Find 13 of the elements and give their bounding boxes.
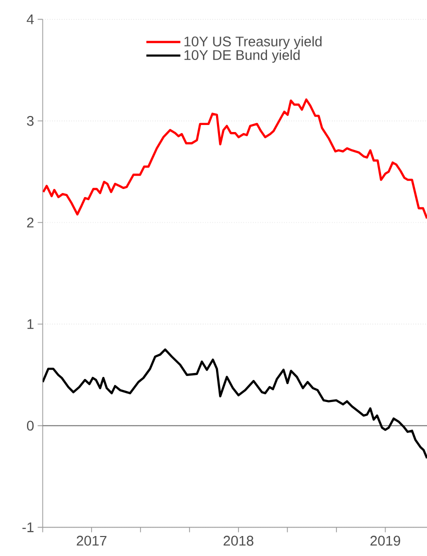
x-tick-label: 2019: [370, 536, 400, 546]
y-tick-label: -1: [22, 522, 34, 532]
y-tick-label: 1: [27, 319, 34, 329]
y-tick-label: 3: [26, 116, 34, 126]
line-series: [42, 348, 427, 460]
legend-label: 10Y DE Bund yield: [184, 50, 300, 63]
x-tick-label: 2018: [224, 536, 254, 546]
legend-label: 10Y US Treasury yield: [184, 36, 322, 50]
y-tick-label: 4: [26, 14, 34, 24]
y-tick-label: 0: [26, 420, 34, 431]
line-series: [42, 98, 427, 220]
x-tick-label: 2017: [76, 536, 106, 546]
y-tick-label: 2: [27, 218, 34, 228]
